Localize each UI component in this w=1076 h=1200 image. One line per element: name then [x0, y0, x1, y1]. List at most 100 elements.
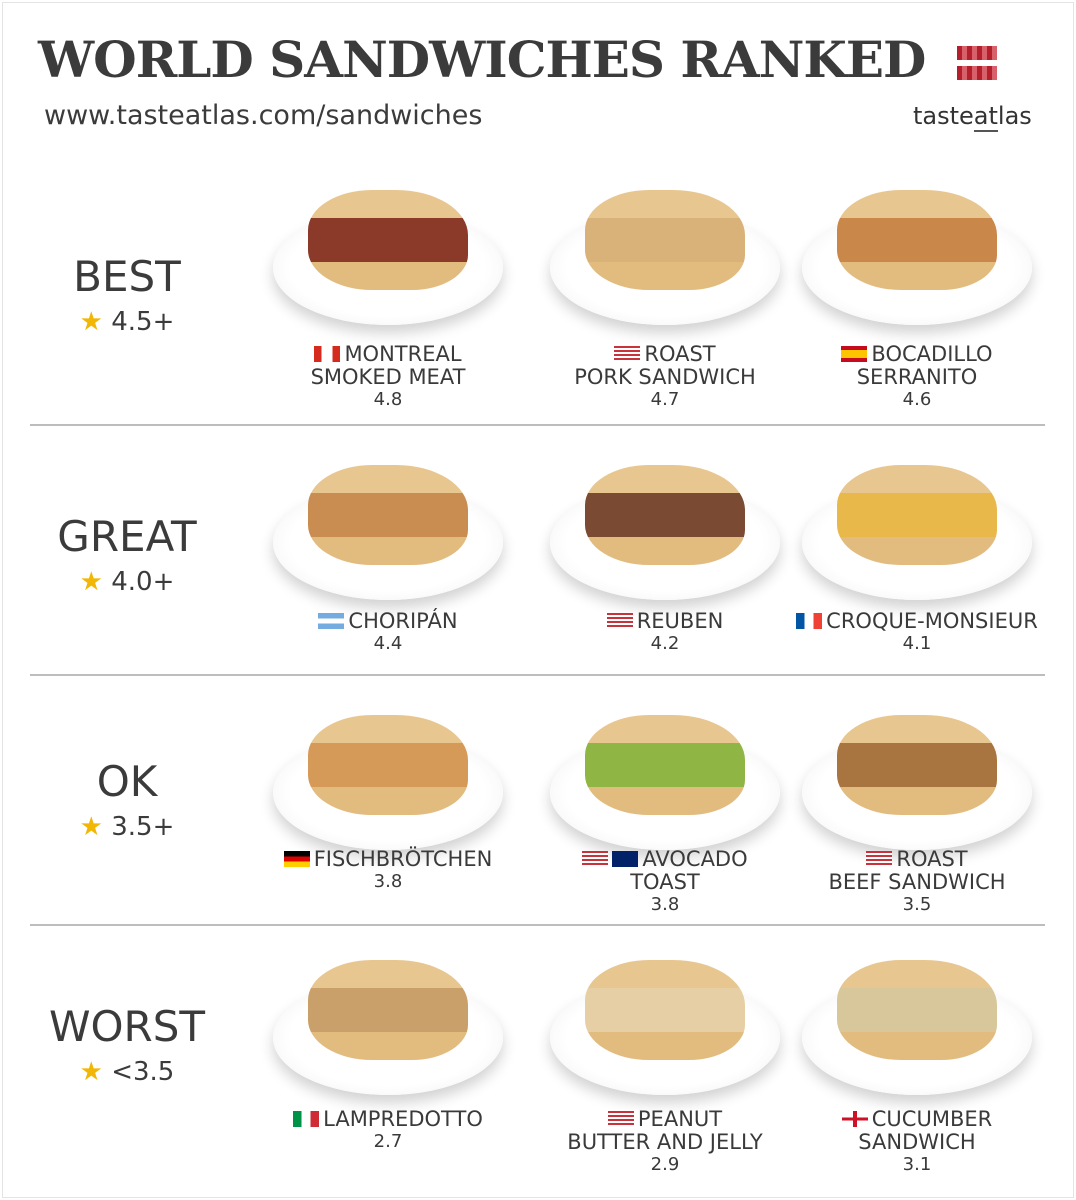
england-flag-icon [841, 1111, 868, 1127]
sandwich-score: 4.7 [650, 389, 680, 410]
sandwich-item: ROAST BEEF SANDWICH 3.5 [777, 848, 1057, 916]
star-icon: ★ [79, 567, 112, 597]
sandwich-image [308, 190, 468, 290]
star-icon: ★ [79, 307, 112, 337]
sandwich-score: 3.8 [650, 894, 680, 915]
sandwich-name-line1: ROAST [644, 342, 716, 366]
sandwich-name-line1: ROAST [896, 847, 968, 871]
sandwich-name-line1: AVOCADO [642, 847, 748, 871]
tier-rating-value: <3.5 [111, 1057, 175, 1087]
sandwich-score: 3.1 [902, 1154, 932, 1175]
sandwich-item: BOCADILLO SERRANITO 4.6 [777, 343, 1057, 411]
sandwich-image [585, 960, 745, 1060]
sandwich-name-line1: CHORIPÁN [348, 609, 458, 633]
sandwich-name: AVOCADO [525, 848, 805, 871]
tier-rating: ★ 4.5+ [27, 307, 227, 337]
sandwich-image [308, 960, 468, 1060]
sandwich-image [837, 465, 997, 565]
sandwich-name: BOCADILLO [777, 343, 1057, 366]
sandwich-image [308, 465, 468, 565]
sandwich-score: 3.8 [373, 871, 403, 892]
sandwich-score: 4.2 [650, 633, 680, 654]
sandwich-image [837, 960, 997, 1060]
sandwich-item: CHORIPÁN 4.4 [248, 610, 528, 655]
sandwich-name: LAMPREDOTTO [248, 1108, 528, 1131]
australia-flag-icon [612, 851, 639, 867]
sandwich-score: 4.1 [902, 633, 932, 654]
sandwich-item: CROQUE-MONSIEUR 4.1 [777, 610, 1057, 655]
sandwich-name-line1: MONTREAL [344, 342, 462, 366]
tier-rating: ★ 4.0+ [27, 567, 227, 597]
sandwich-name-line2: TOAST [630, 870, 700, 894]
sandwich-image [585, 465, 745, 565]
usa-flag-icon [582, 851, 609, 867]
sandwich-name-line1: FISCHBRÖTCHEN [313, 847, 493, 871]
sandwich-item: REUBEN 4.2 [525, 610, 805, 655]
germany-flag-icon [283, 851, 310, 867]
sandwich-name-line2: BUTTER AND JELLY [567, 1130, 763, 1154]
spain-flag-icon [841, 346, 868, 362]
usa-flag-icon [606, 613, 633, 629]
usa-flag-icon [866, 851, 893, 867]
sandwich-name-line2: SANDWICH [858, 1130, 976, 1154]
page-title: WORLD SANDWICHES RANKED [38, 30, 926, 89]
sandwich-item: PEANUT BUTTER AND JELLY 2.9 [525, 1108, 805, 1176]
star-icon: ★ [79, 812, 112, 842]
sandwich-name-line1: LAMPREDOTTO [323, 1107, 483, 1131]
sandwich-name: FISCHBRÖTCHEN [248, 848, 528, 871]
sandwich-image [837, 715, 997, 815]
logo-text: tasteatlas [913, 102, 1032, 132]
tier-rating: ★ 3.5+ [27, 812, 227, 842]
tier-name: WORST [48, 1002, 206, 1051]
sandwich-name-line2: BEEF SANDWICH [828, 870, 1006, 894]
sandwich-name-line2: PORK SANDWICH [574, 365, 756, 389]
sandwich-name: ROAST [525, 343, 805, 366]
sandwich-item: ROAST PORK SANDWICH 4.7 [525, 343, 805, 411]
sandwich-score: 2.9 [650, 1154, 680, 1175]
sandwich-name: ROAST [777, 848, 1057, 871]
tasteatlas-logo-icon [957, 46, 997, 86]
sandwich-name-line1: PEANUT [637, 1107, 723, 1131]
sandwich-image [308, 715, 468, 815]
sandwich-name: MONTREAL [248, 343, 528, 366]
sandwich-name-line1: CUCUMBER [871, 1107, 993, 1131]
sandwich-image [837, 190, 997, 290]
sandwich-item: CUCUMBER SANDWICH 3.1 [777, 1108, 1057, 1176]
sandwich-name: CROQUE-MONSIEUR [777, 610, 1057, 633]
usa-flag-icon [614, 346, 641, 362]
tier-divider [30, 674, 1045, 676]
sandwich-name: PEANUT [525, 1108, 805, 1131]
tier-name: BEST [73, 252, 181, 301]
sandwich-image [585, 715, 745, 815]
sandwich-name: CHORIPÁN [248, 610, 528, 633]
tier-divider [30, 924, 1045, 926]
tier-name: OK [96, 757, 158, 806]
sandwich-name-line2: SERRANITO [856, 365, 978, 389]
sandwich-item: LAMPREDOTTO 2.7 [248, 1108, 528, 1153]
tier-divider [30, 424, 1045, 426]
source-url: www.tasteatlas.com/sandwiches [44, 100, 483, 131]
sandwich-item: FISCHBRÖTCHEN 3.8 [248, 848, 528, 893]
argentina-flag-icon [318, 613, 345, 629]
france-flag-icon [796, 613, 823, 629]
sandwich-image [585, 190, 745, 290]
italy-flag-icon [293, 1111, 320, 1127]
sandwich-score: 4.6 [902, 389, 932, 410]
sandwich-name-line1: REUBEN [636, 609, 724, 633]
tier-name: GREAT [57, 512, 197, 561]
canada-flag-icon [314, 346, 341, 362]
sandwich-score: 2.7 [373, 1131, 403, 1152]
tier-rating-value: 4.0+ [111, 567, 175, 597]
tier-rating-value: 3.5+ [111, 812, 175, 842]
tier-rating-value: 4.5+ [111, 307, 175, 337]
sandwich-item: AVOCADO TOAST 3.8 [525, 848, 805, 916]
sandwich-name: CUCUMBER [777, 1108, 1057, 1131]
sandwich-score: 3.5 [902, 894, 932, 915]
sandwich-name-line1: CROQUE-MONSIEUR [826, 609, 1038, 633]
sandwich-score: 4.4 [373, 633, 403, 654]
star-icon: ★ [79, 1057, 112, 1087]
sandwich-name: REUBEN [525, 610, 805, 633]
sandwich-item: MONTREAL SMOKED MEAT 4.8 [248, 343, 528, 411]
sandwich-score: 4.8 [373, 389, 403, 410]
